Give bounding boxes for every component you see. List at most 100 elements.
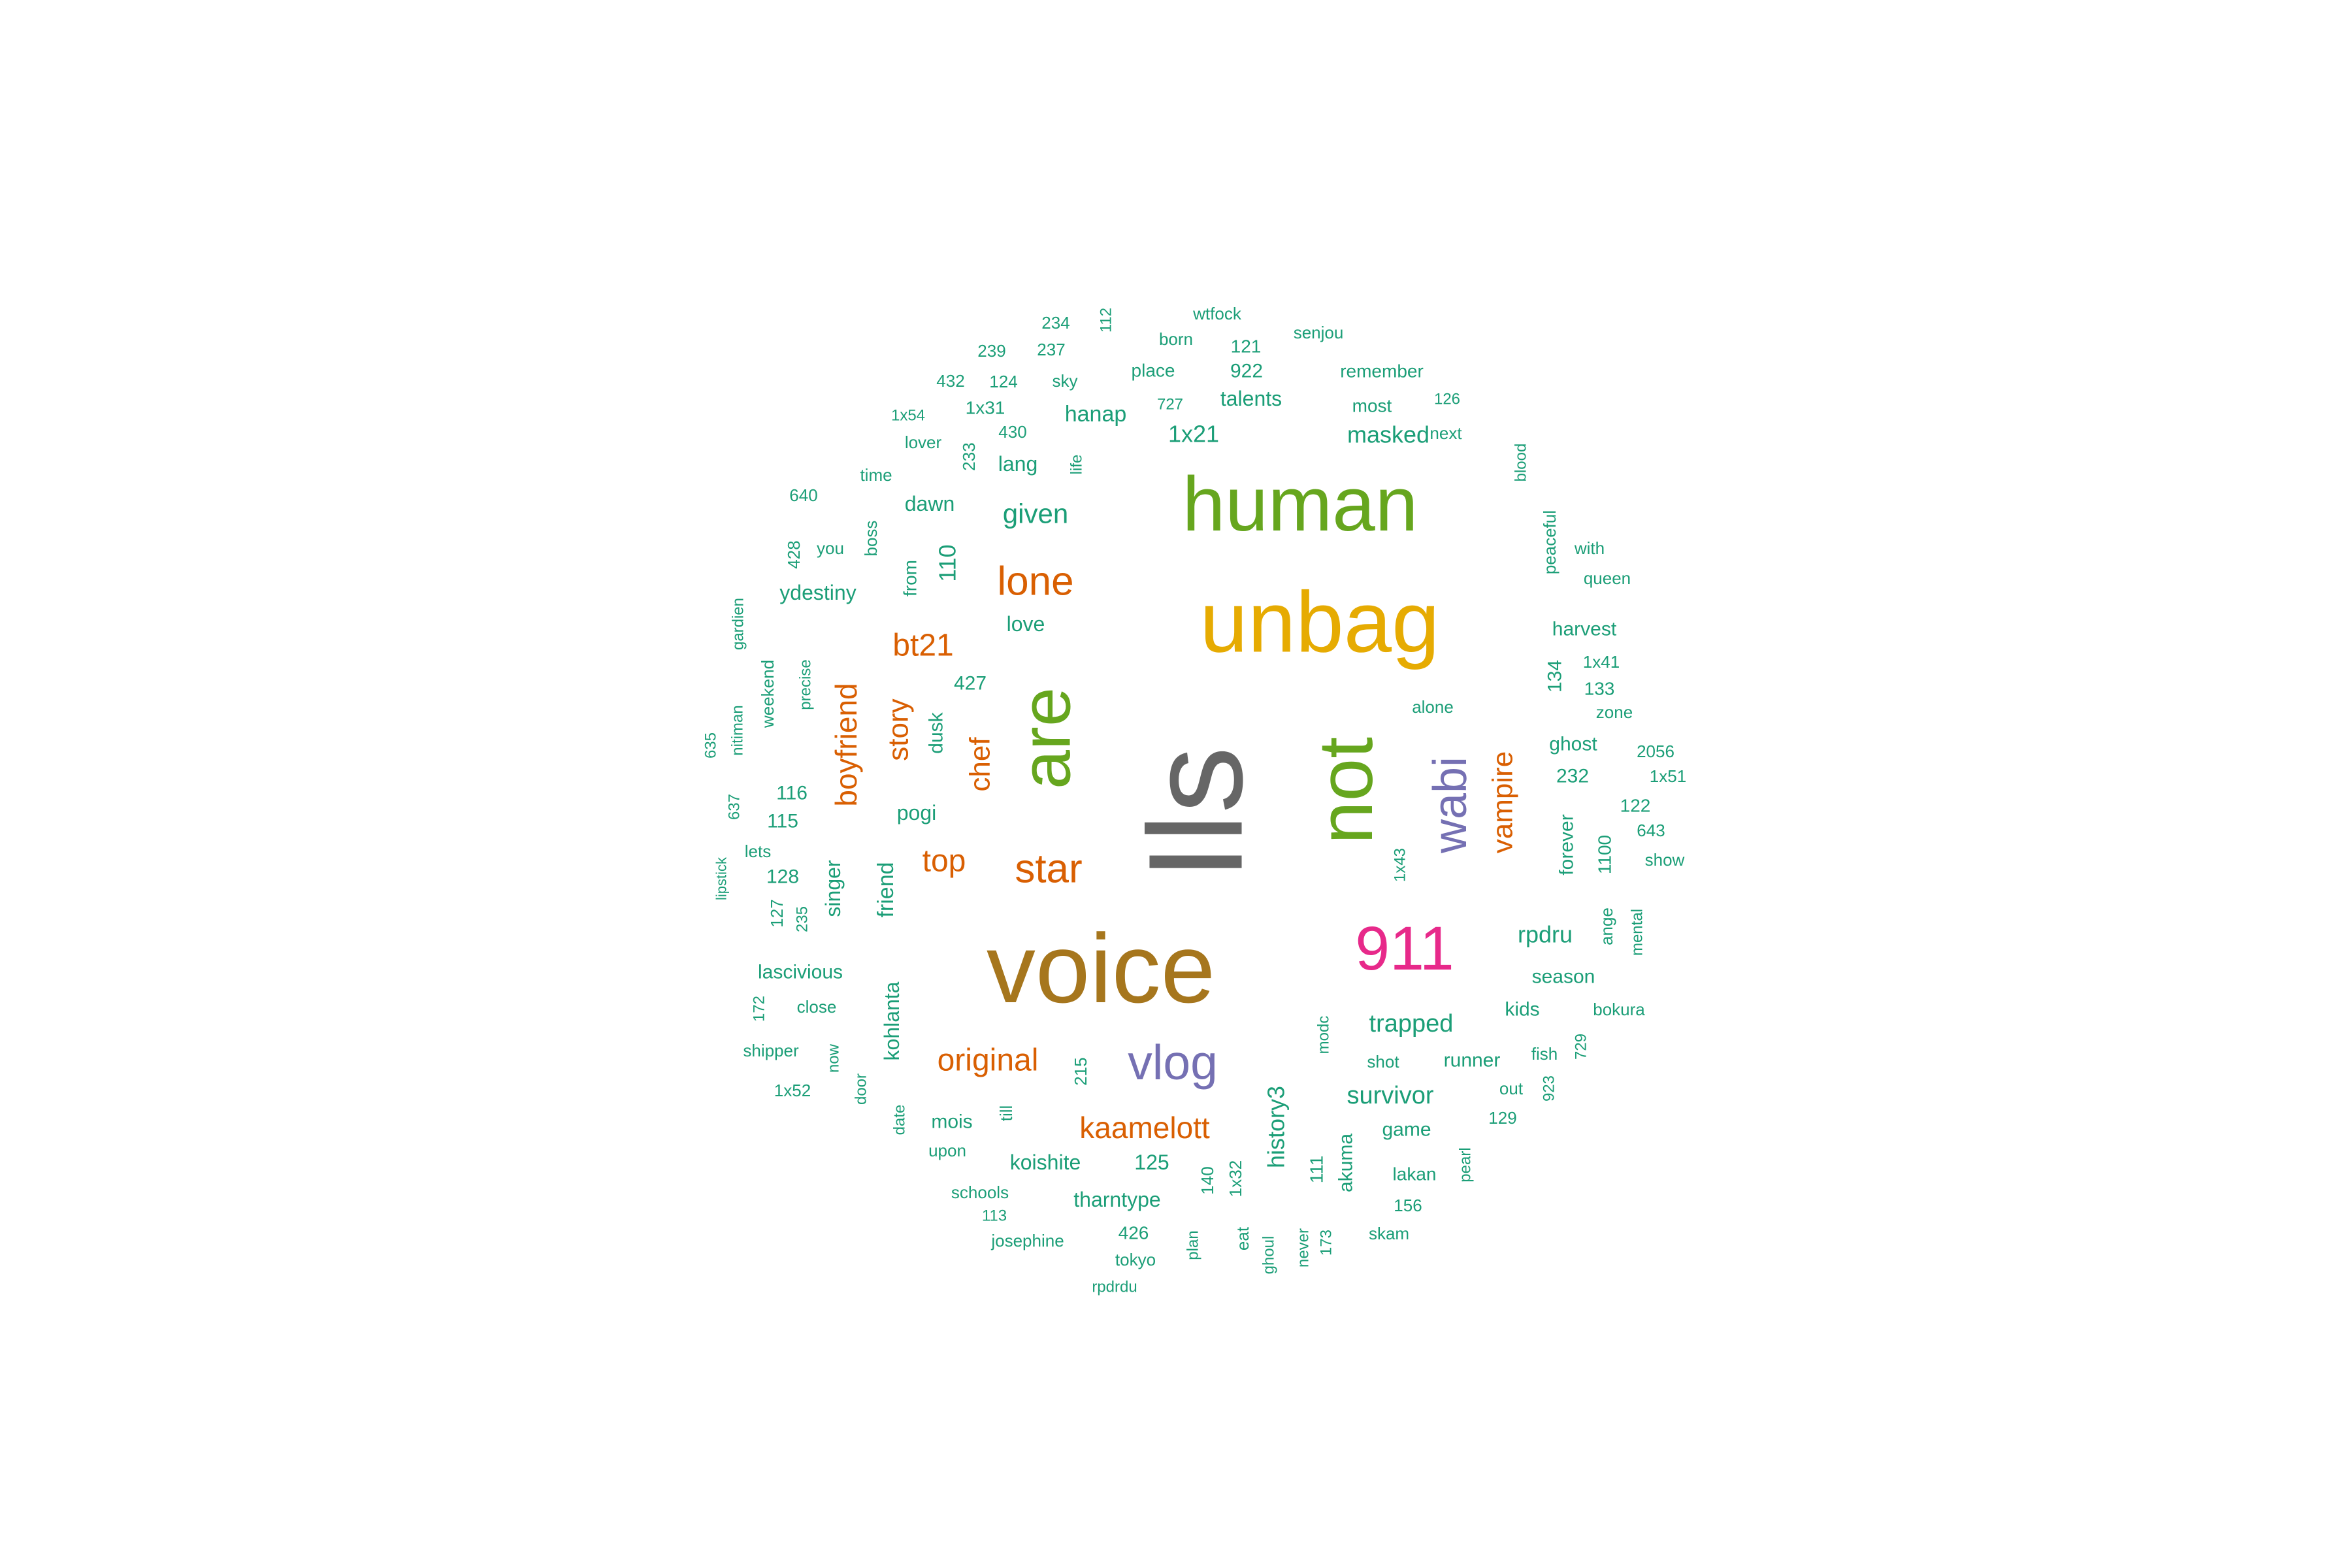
word-79: 727 [1157, 396, 1183, 414]
word-33: ydestiny [779, 581, 856, 604]
word-127: door [853, 1073, 870, 1105]
word-122: shot [1367, 1052, 1399, 1071]
word-50: akuma [1335, 1134, 1357, 1192]
word-34: 427 [954, 673, 987, 694]
word-85: life [1068, 455, 1086, 475]
word-121: now [825, 1043, 843, 1073]
word-39: 128 [766, 866, 799, 888]
word-73: 237 [1037, 340, 1065, 359]
word-78: 1x31 [966, 398, 1005, 418]
word-115: mental [1629, 909, 1646, 956]
word-148: ghoul [1260, 1236, 1278, 1275]
word-95: gardien [730, 598, 747, 650]
word-72: 239 [977, 341, 1005, 361]
word-49: 111 [1307, 1156, 1327, 1184]
word-129: 923 [1541, 1075, 1558, 1102]
word-103: 2056 [1637, 742, 1674, 761]
word-20: 1x21 [1168, 421, 1219, 448]
word-26: hanap [1065, 402, 1127, 427]
word-107: 643 [1637, 821, 1665, 840]
word-7: vlog [1128, 1035, 1218, 1090]
word-45: koishite [1010, 1151, 1081, 1174]
word-63: remember [1340, 361, 1424, 382]
word-99: alone [1412, 697, 1454, 717]
word-135: 140 [1198, 1166, 1217, 1194]
word-141: skam [1369, 1224, 1409, 1243]
word-134: pearl [1457, 1147, 1475, 1182]
word-91: you [817, 538, 844, 558]
word-101: nitiman [729, 705, 747, 755]
word-57: 133 [1584, 679, 1615, 699]
word-24: history3 [1263, 1086, 1290, 1168]
word-55: harvest [1552, 619, 1617, 640]
word-35: dusk [926, 711, 947, 753]
word-119: modc [1315, 1016, 1333, 1054]
word-42: lascivious [758, 962, 843, 983]
word-136: 1x32 [1226, 1160, 1245, 1197]
word-130: date [891, 1105, 909, 1135]
word-123: fish [1531, 1044, 1558, 1064]
word-126: 1x52 [774, 1081, 811, 1100]
word-40: singer [821, 860, 845, 917]
word-113: 235 [794, 906, 811, 932]
word-21: masked [1347, 421, 1429, 448]
word-110: show [1645, 850, 1685, 870]
word-10: star [1015, 847, 1082, 892]
word-37: 116 [776, 783, 808, 804]
word-76: sky [1053, 371, 1078, 391]
word-145: never [1295, 1228, 1313, 1267]
word-112: 127 [767, 899, 787, 927]
word-56: 134 [1544, 660, 1566, 693]
word-67: born [1159, 329, 1193, 349]
word-83: 430 [998, 422, 1026, 442]
word-70: 234 [1041, 313, 1070, 333]
word-125: 215 [1071, 1057, 1090, 1085]
word-100: zone [1596, 702, 1633, 722]
word-120: shipper [743, 1041, 799, 1060]
word-105: 637 [726, 794, 743, 820]
word-9: lone [997, 559, 1073, 604]
word-12: kaamelott [1079, 1111, 1210, 1145]
word-117: close [797, 997, 837, 1017]
word-137: lakan [1393, 1164, 1437, 1184]
word-65: place [1132, 361, 1175, 381]
word-64: most [1352, 396, 1392, 416]
word-102: 635 [702, 732, 720, 759]
word-17: top [923, 844, 966, 879]
word-46: 125 [1134, 1151, 1169, 1174]
word-44: mois [931, 1111, 972, 1133]
word-23: survivor [1347, 1082, 1433, 1109]
word-131: till [996, 1105, 1016, 1122]
word-60: forever [1556, 814, 1578, 875]
word-124: 729 [1573, 1034, 1590, 1060]
word-88: 640 [789, 485, 817, 505]
word-133: upon [928, 1141, 966, 1160]
word-48: 426 [1119, 1223, 1149, 1243]
word-108: lets [745, 841, 771, 861]
word-31: 110 [934, 544, 961, 581]
word-92: from [900, 560, 921, 596]
word-87: time [860, 465, 892, 485]
word-82: lover [905, 433, 942, 452]
word-66: 121 [1231, 336, 1262, 357]
word-5: are [1006, 687, 1085, 789]
word-14: boyfriend [829, 683, 863, 806]
word-75: 124 [989, 372, 1017, 391]
word-142: josephine [990, 1231, 1064, 1250]
word-80: 126 [1434, 391, 1460, 408]
word-53: kids [1505, 999, 1539, 1021]
word-138: schools [951, 1183, 1009, 1202]
word-54: season [1532, 966, 1595, 988]
word-15: story [883, 698, 915, 760]
word-146: 173 [1318, 1230, 1335, 1256]
word-62: peaceful [1540, 510, 1560, 574]
word-109: 1x43 [1392, 848, 1409, 882]
word-27: talents [1220, 387, 1282, 410]
word-69: senjou [1294, 323, 1344, 342]
word-19: given [1003, 498, 1068, 529]
word-140: 113 [982, 1207, 1007, 1225]
word-61: 1100 [1595, 835, 1615, 874]
word-25: rpdru [1518, 921, 1573, 948]
word-149: rpdrdu [1092, 1279, 1137, 1296]
